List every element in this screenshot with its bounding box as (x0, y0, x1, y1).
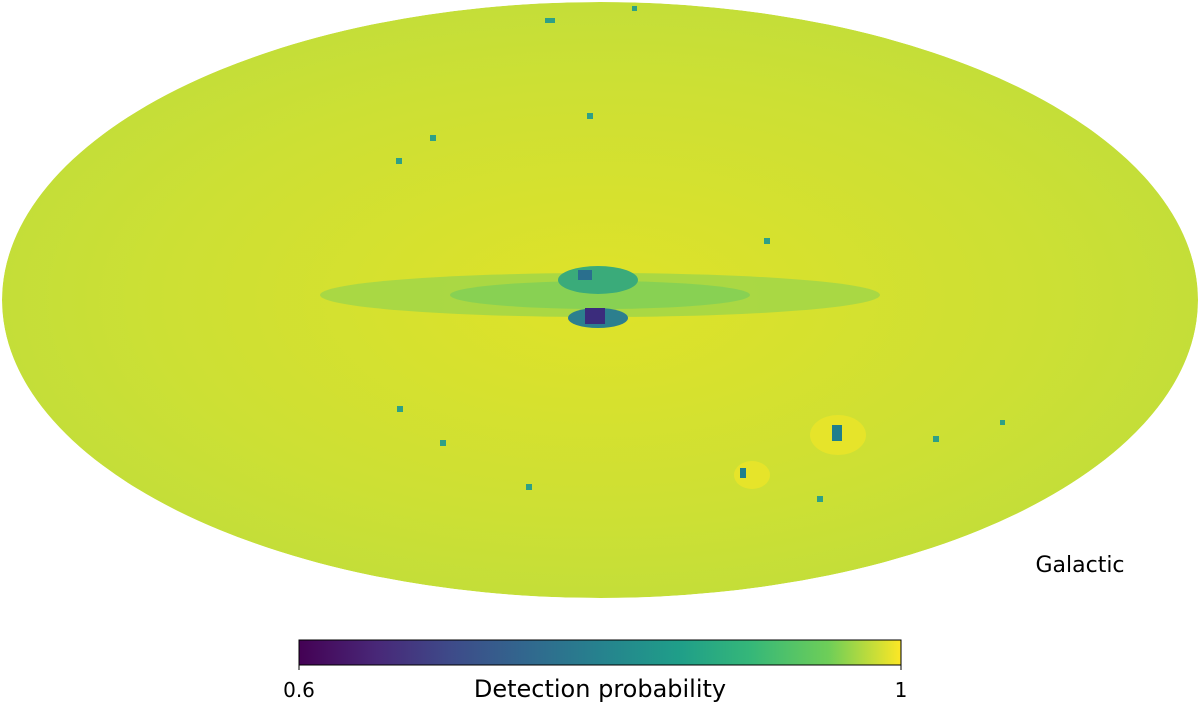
sky-map (2, 2, 1198, 598)
clusters (396, 6, 1005, 502)
colorbar-label: Detection probability (474, 675, 726, 703)
smc-halo (734, 461, 770, 489)
bulge (558, 266, 638, 294)
colorbar-tick-label: 0.6 (283, 678, 315, 702)
coord-label: Galactic (1035, 553, 1124, 578)
colorbar-tick-label: 1 (895, 678, 908, 702)
galactic-plane-core (450, 281, 750, 309)
colorbar (298, 639, 902, 666)
bulge-core (585, 308, 605, 324)
lmc (832, 425, 842, 441)
bulge-spot (578, 270, 592, 280)
smc (740, 468, 746, 478)
